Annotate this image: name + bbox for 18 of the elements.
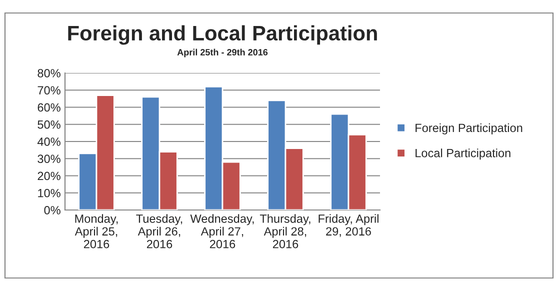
y-tick-label: 40% [37,138,60,146]
x-tick-label: Friday, April 29, 2016 [318,214,378,237]
y-tick-label: 80% [38,69,60,78]
x-tick-label: Wednesday, April 27, 2016 [190,214,254,248]
y-tick-label: 10% [38,188,60,198]
y-tick-label: 50% [38,120,60,129]
x-tick-label: Tuesday, April 26, 2016 [136,214,182,248]
y-tick-label: 30% [38,154,60,164]
chart-subtitle: April 25th - 29th 2016 [177,48,268,58]
legend-label: Foreign Participation [416,123,522,134]
y-tick-label: 0% [44,206,60,214]
x-tick-label: Monday, April 25, 2016 [74,214,118,248]
chart-title: Foreign and Local Participation [68,25,377,45]
legend-label: Local Participation [416,148,510,160]
y-tick-label: 70% [38,86,60,95]
x-tick-label: Thursday, April 28, 2016 [260,214,310,248]
y-tick-label: 60% [38,103,60,112]
y-tick-label: 20% [38,172,60,180]
